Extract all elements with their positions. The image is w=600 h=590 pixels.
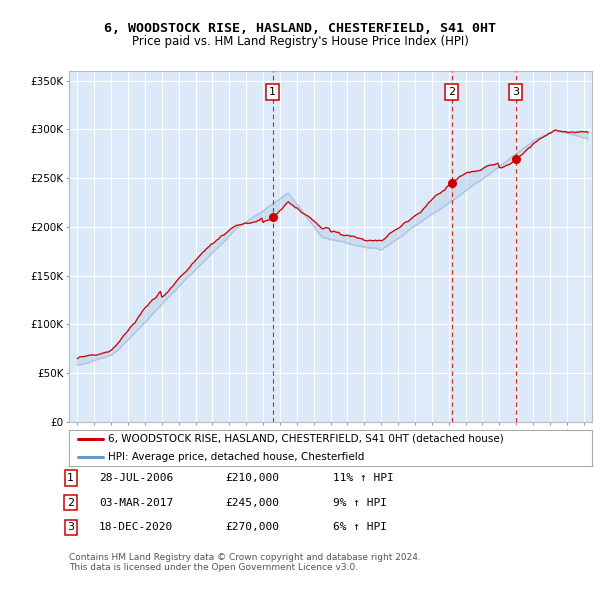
Text: 6, WOODSTOCK RISE, HASLAND, CHESTERFIELD, S41 0HT: 6, WOODSTOCK RISE, HASLAND, CHESTERFIELD… (104, 22, 496, 35)
Text: Contains HM Land Registry data © Crown copyright and database right 2024.: Contains HM Land Registry data © Crown c… (69, 553, 421, 562)
Text: 28-JUL-2006: 28-JUL-2006 (99, 473, 173, 483)
Text: HPI: Average price, detached house, Chesterfield: HPI: Average price, detached house, Ches… (108, 452, 365, 462)
Text: 2: 2 (448, 87, 455, 97)
Text: 2: 2 (67, 498, 74, 507)
Text: 3: 3 (67, 523, 74, 532)
Text: 3: 3 (512, 87, 519, 97)
Text: 03-MAR-2017: 03-MAR-2017 (99, 498, 173, 507)
Text: Price paid vs. HM Land Registry's House Price Index (HPI): Price paid vs. HM Land Registry's House … (131, 35, 469, 48)
Text: £245,000: £245,000 (225, 498, 279, 507)
Text: 6, WOODSTOCK RISE, HASLAND, CHESTERFIELD, S41 0HT (detached house): 6, WOODSTOCK RISE, HASLAND, CHESTERFIELD… (108, 434, 504, 444)
Text: 1: 1 (67, 473, 74, 483)
Text: 9% ↑ HPI: 9% ↑ HPI (333, 498, 387, 507)
Text: 11% ↑ HPI: 11% ↑ HPI (333, 473, 394, 483)
Text: 18-DEC-2020: 18-DEC-2020 (99, 523, 173, 532)
Text: 1: 1 (269, 87, 276, 97)
Text: £270,000: £270,000 (225, 523, 279, 532)
Text: 6% ↑ HPI: 6% ↑ HPI (333, 523, 387, 532)
Text: £210,000: £210,000 (225, 473, 279, 483)
Text: This data is licensed under the Open Government Licence v3.0.: This data is licensed under the Open Gov… (69, 563, 358, 572)
